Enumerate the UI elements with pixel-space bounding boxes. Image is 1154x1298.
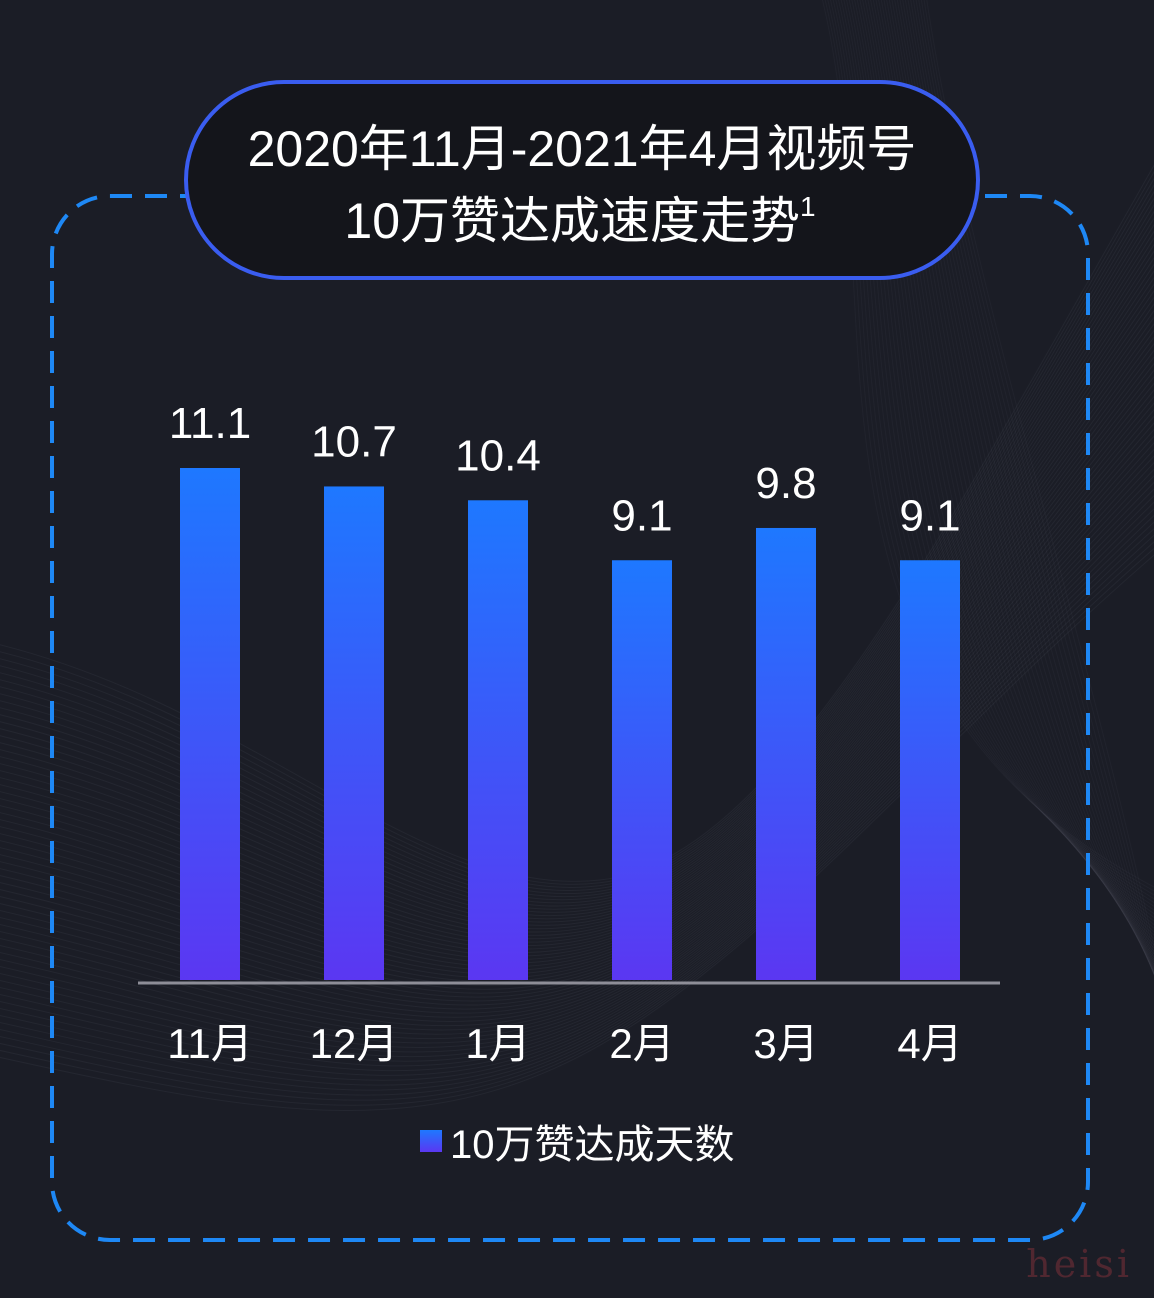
- title-superscript: 1: [800, 191, 816, 222]
- x-tick-label-5: 3月: [753, 1020, 818, 1067]
- data-label-3: 10.4: [455, 431, 541, 480]
- data-labels: 11.1 10.7 10.4 9.1 9.8 9.1: [169, 399, 961, 540]
- data-label-6: 9.1: [899, 491, 960, 540]
- bar-5: [756, 527, 816, 980]
- x-tick-label-4: 2月: [609, 1020, 674, 1067]
- title-box: 2020年11月-2021年4月视频号 10万赞达成速度走势1: [184, 80, 980, 280]
- data-label-5: 9.8: [755, 459, 816, 508]
- bar-6: [900, 560, 960, 980]
- bar-series: [180, 468, 960, 980]
- watermark-text: heisi: [1026, 1242, 1132, 1286]
- bar-3: [468, 500, 528, 980]
- legend-swatch: [420, 1130, 442, 1152]
- x-tick-label-1: 11月: [167, 1020, 253, 1067]
- chart-title-line1: 2020年11月-2021年4月视频号: [248, 121, 917, 177]
- bar-2: [324, 486, 384, 980]
- x-tick-label-3: 1月: [465, 1020, 530, 1067]
- bar-1: [180, 468, 240, 980]
- chart-title-line2: 10万赞达成速度走势1: [344, 191, 815, 249]
- legend: 10万赞达成天数: [420, 1123, 735, 1167]
- data-label-2: 10.7: [311, 417, 397, 466]
- legend-label: 10万赞达成天数: [450, 1123, 735, 1167]
- x-axis-tick-labels: 11月 12月 1月 2月 3月 4月: [167, 1020, 962, 1067]
- data-label-1: 11.1: [169, 399, 251, 448]
- x-tick-label-2: 12月: [310, 1020, 399, 1067]
- bar-4: [612, 560, 672, 980]
- x-tick-label-6: 4月: [897, 1020, 962, 1067]
- chart-title-line2-text: 10万赞达成速度走势: [344, 193, 800, 249]
- data-label-4: 9.1: [611, 491, 672, 540]
